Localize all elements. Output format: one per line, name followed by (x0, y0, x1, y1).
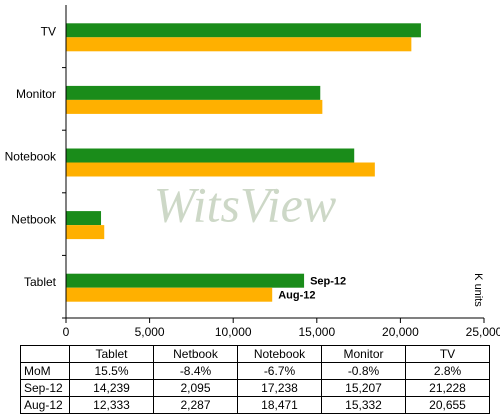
table-cell: -6.7% (237, 362, 322, 380)
table-cell: 15,332 (321, 396, 406, 414)
table-cell: Aug-12 (20, 396, 70, 414)
table-row: Sep-12 14,239 2,095 17,238 15,207 21,228 (20, 379, 490, 397)
table-cell: 18,471 (237, 396, 322, 414)
bar (66, 273, 305, 288)
data-table: Tablet Netbook Notebook Monitor TV MoM 15.5% -8… (20, 345, 490, 414)
watermark: WitsView (154, 176, 336, 232)
bar (66, 148, 355, 163)
legend-label: Sep-12 (310, 276, 346, 288)
legend-label: Aug-12 (278, 290, 315, 302)
table-cell: TV (405, 345, 490, 363)
table-cell: Sep-12 (20, 379, 70, 397)
table-cell: 15,207 (321, 379, 406, 397)
table-cell: Monitor (321, 345, 406, 363)
y-tick-label: Monitor (16, 87, 56, 101)
x-axis-label: K units (472, 273, 484, 307)
x-tick-label: 5,000 (135, 325, 165, 339)
x-tick-label: 15,000 (298, 325, 335, 339)
table-cell (20, 345, 70, 363)
y-tick-label: Tablet (24, 275, 57, 289)
bar (66, 211, 102, 226)
bar (66, 37, 412, 52)
x-tick-label: 20,000 (382, 325, 419, 339)
y-tick-label: TV (41, 24, 56, 38)
chart: WitsView K units Tablet Sep-12 Aug-12 Netbo… (5, 5, 500, 339)
table-cell: 20,655 (405, 396, 490, 414)
bar (66, 85, 321, 100)
table-cell: -0.8% (321, 362, 406, 380)
bar (66, 225, 105, 240)
table-cell: Tablet (69, 345, 154, 363)
y-tick-label: Netbook (11, 212, 57, 226)
table-cell: 14,239 (69, 379, 154, 397)
table-cell: 15.5% (69, 362, 154, 380)
table-cell: 12,333 (69, 396, 154, 414)
x-tick-label: 0 (63, 325, 70, 339)
bar (66, 99, 323, 114)
table-cell: -8.4% (153, 362, 238, 380)
table-cell: 21,228 (405, 379, 490, 397)
table-cell: 2,287 (153, 396, 238, 414)
table-cell: 2,095 (153, 379, 238, 397)
table-cell: Notebook (237, 345, 322, 363)
table-cell: MoM (20, 362, 70, 380)
x-tick-label: 25,000 (466, 325, 500, 339)
table-cell: Netbook (153, 345, 238, 363)
table-row: Tablet Netbook Notebook Monitor TV (20, 345, 490, 363)
bar (66, 23, 421, 38)
y-tick-label: Notebook (5, 150, 57, 164)
table-cell: 17,238 (237, 379, 322, 397)
bar (66, 287, 273, 302)
x-tick-label: 10,000 (215, 325, 252, 339)
table-row: MoM 15.5% -8.4% -6.7% -0.8% 2.8% (20, 362, 490, 380)
bar (66, 162, 375, 177)
table-row: Aug-12 12,333 2,287 18,471 15,332 20,655 (20, 396, 490, 414)
table-cell: 2.8% (405, 362, 490, 380)
